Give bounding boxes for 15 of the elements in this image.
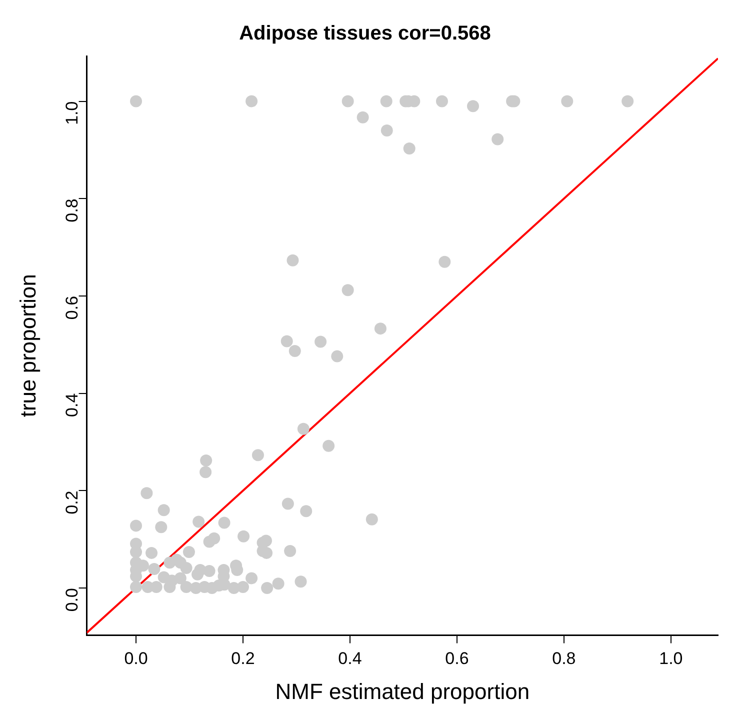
x-tick-label: 0.2 (231, 649, 255, 668)
y-axis-title: true proportion (15, 274, 40, 418)
chart-title: Adipose tissues cor=0.568 (239, 22, 491, 45)
y-tick-label: 0.6 (62, 296, 82, 320)
x-tick-label: 0.6 (445, 649, 469, 668)
x-tick-label: 0.0 (124, 649, 148, 668)
y-tick-label: 0.8 (62, 198, 82, 222)
y-tick-label: 0.0 (62, 588, 82, 612)
x-tick-label: 0.4 (338, 649, 362, 668)
x-tick-label: 0.8 (552, 649, 576, 668)
y-tick-label: 1.0 (62, 101, 82, 125)
y-tick-label: 0.4 (62, 393, 82, 417)
x-tick-label: 1.0 (659, 649, 683, 668)
y-tick-label: 0.2 (62, 490, 82, 514)
x-axis-title: NMF estimated proportion (275, 678, 530, 704)
